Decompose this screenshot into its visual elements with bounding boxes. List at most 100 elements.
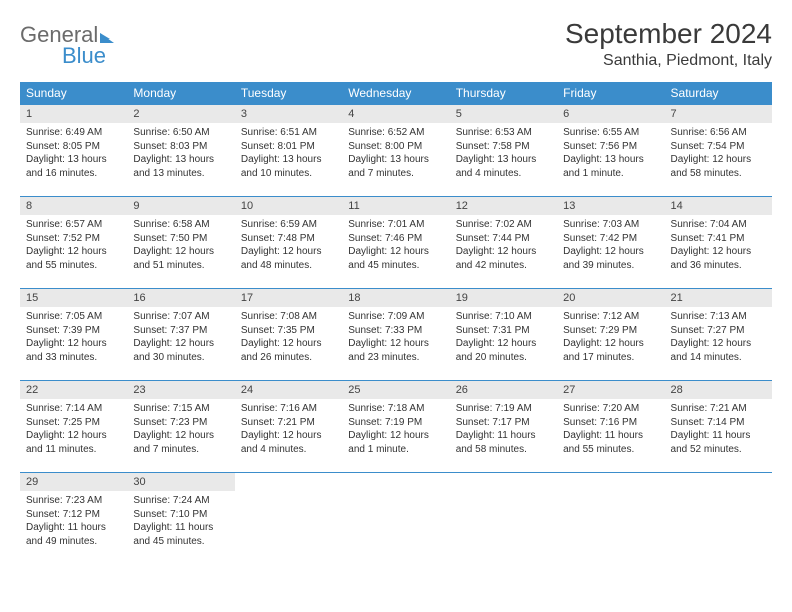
day-cell: 15 Sunrise: 7:05 AM Sunset: 7:39 PM Dayligh… (20, 289, 127, 381)
sunset-line: Sunset: 8:00 PM (348, 141, 422, 152)
daylight-line: Daylight: 11 hours and 58 minutes. (456, 430, 536, 455)
month-title: September 2024 (565, 18, 772, 50)
day-cell: 21Sunrise: 7:13 AMSunset: 7:27 PMDayligh… (665, 289, 772, 381)
sunset-line: Sunset: 7:17 PM (456, 417, 530, 428)
day-number: 15 (20, 289, 127, 307)
day-cell: 5Sunrise: 6:53 AMSunset: 7:58 PMDaylight… (450, 105, 557, 197)
day-content: Sunrise: 6:55 AM Sunset: 7:56 PM Daylight:… (557, 123, 664, 186)
day-content: Sunrise: 7:15 AMSunset: 7:23 PMDaylight:… (127, 399, 234, 462)
day-cell: 6Sunrise: 6:55 AMSunset: 7:56 PMDaylight… (557, 105, 664, 197)
sunset-line: Sunset: 7:54 PM (671, 141, 745, 152)
day-cell: 20Sunrise: 7:12 AMSunset: 7:29 PMDayligh… (557, 289, 664, 381)
day-content: Sunrise: 7:19 AMSunset: 7:17 PMDaylight:… (450, 399, 557, 462)
weekday-header: Monday (127, 82, 234, 105)
daylight-line: Daylight: 13 hours and 16 minutes. (26, 154, 107, 179)
logo: General Blue (20, 18, 114, 67)
daylight-line: Daylight: 12 hours and 1 minute. (348, 430, 429, 455)
sunrise-line: Sunrise: 7:18 AM (348, 403, 424, 414)
day-content: Sunrise: 7:08 AMSunset: 7:35 PMDaylight:… (235, 307, 342, 370)
daylight-line: Daylight: 13 hours and 1 minute. (563, 154, 644, 179)
sunset-line: Sunset: 7:37 PM (133, 325, 207, 336)
sunrise-line: Sunrise: 6:55 AM (563, 127, 639, 138)
sunset-line: Sunset: 7:35 PM (241, 325, 315, 336)
day-content: Sunrise: 6:58 AMSunset: 7:50 PMDaylight:… (127, 215, 234, 278)
sunrise-line: Sunrise: 7:04 AM (671, 219, 747, 230)
sunset-line: Sunset: 7:16 PM (563, 417, 637, 428)
day-cell: 25Sunrise: 7:18 AMSunset: 7:19 PMDayligh… (342, 381, 449, 473)
sunrise-line: Sunrise: 6:49 AM (26, 127, 102, 138)
weekday-header: Thursday (450, 82, 557, 105)
day-number: 27 (557, 381, 664, 399)
day-content: Sunrise: 7:18 AMSunset: 7:19 PMDaylight:… (342, 399, 449, 462)
day-content: Sunrise: 7:16 AMSunset: 7:21 PMDaylight:… (235, 399, 342, 462)
day-cell: 16Sunrise: 7:07 AMSunset: 7:37 PMDayligh… (127, 289, 234, 381)
daylight-line: Daylight: 12 hours and 17 minutes. (563, 338, 644, 363)
daylight-line: Daylight: 12 hours and 48 minutes. (241, 246, 322, 271)
day-content: Sunrise: 7:05 AM Sunset: 7:39 PM Daylight:… (20, 307, 127, 370)
day-content: Sunrise: 6:52 AMSunset: 8:00 PMDaylight:… (342, 123, 449, 186)
day-content: Sunrise: 7:03 AMSunset: 7:42 PMDaylight:… (557, 215, 664, 278)
day-cell: 28Sunrise: 7:21 AMSunset: 7:14 PMDayligh… (665, 381, 772, 473)
daylight-line: Daylight: 13 hours and 10 minutes. (241, 154, 322, 179)
day-content: Sunrise: 6:56 AMSunset: 7:54 PMDaylight:… (665, 123, 772, 186)
day-cell: 11Sunrise: 7:01 AMSunset: 7:46 PMDayligh… (342, 197, 449, 289)
day-cell: 18Sunrise: 7:09 AMSunset: 7:33 PMDayligh… (342, 289, 449, 381)
sunrise-line: Sunrise: 7:09 AM (348, 311, 424, 322)
sunset-line: Sunset: 7:52 PM (26, 233, 100, 244)
day-cell: 4Sunrise: 6:52 AMSunset: 8:00 PMDaylight… (342, 105, 449, 197)
daylight-line: Daylight: 11 hours and 49 minutes. (26, 522, 106, 547)
sunset-line: Sunset: 7:46 PM (348, 233, 422, 244)
day-number: 18 (342, 289, 449, 307)
sunset-line: Sunset: 7:39 PM (26, 325, 100, 336)
sunrise-line: Sunrise: 7:23 AM (26, 495, 102, 506)
sunrise-line: Sunrise: 7:21 AM (671, 403, 747, 414)
day-cell: 26Sunrise: 7:19 AMSunset: 7:17 PMDayligh… (450, 381, 557, 473)
day-cell: 9Sunrise: 6:58 AMSunset: 7:50 PMDaylight… (127, 197, 234, 289)
day-number: 26 (450, 381, 557, 399)
sunset-line: Sunset: 7:31 PM (456, 325, 530, 336)
day-cell: 22Sunrise: 7:14 AMSunset: 7:25 PMDayligh… (20, 381, 127, 473)
day-cell (557, 473, 664, 565)
day-cell: 8Sunrise: 6:57 AMSunset: 7:52 PMDaylight… (20, 197, 127, 289)
day-cell: 10Sunrise: 6:59 AMSunset: 7:48 PMDayligh… (235, 197, 342, 289)
sunrise-line: Sunrise: 7:05 AM (26, 311, 102, 322)
sunset-line: Sunset: 7:44 PM (456, 233, 530, 244)
daylight-line: Daylight: 12 hours and 33 minutes. (26, 338, 107, 363)
daylight-line: Daylight: 12 hours and 45 minutes. (348, 246, 429, 271)
sunset-line: Sunset: 7:42 PM (563, 233, 637, 244)
day-number: 5 (450, 105, 557, 123)
sunset-line: Sunset: 7:48 PM (241, 233, 315, 244)
sunrise-line: Sunrise: 6:50 AM (133, 127, 209, 138)
day-number: 17 (235, 289, 342, 307)
sunrise-line: Sunrise: 7:10 AM (456, 311, 532, 322)
sunset-line: Sunset: 7:56 PM (563, 141, 637, 152)
day-content: Sunrise: 6:53 AMSunset: 7:58 PMDaylight:… (450, 123, 557, 186)
sunrise-line: Sunrise: 7:20 AM (563, 403, 639, 414)
day-content: Sunrise: 6:50 AMSunset: 8:03 PMDaylight:… (127, 123, 234, 186)
sunset-line: Sunset: 8:01 PM (241, 141, 315, 152)
daylight-line: Daylight: 12 hours and 11 minutes. (26, 430, 107, 455)
day-number: 11 (342, 197, 449, 215)
sunset-line: Sunset: 7:58 PM (456, 141, 530, 152)
day-cell (235, 473, 342, 565)
day-content: Sunrise: 7:09 AMSunset: 7:33 PMDaylight:… (342, 307, 449, 370)
day-cell: 7Sunrise: 6:56 AMSunset: 7:54 PMDaylight… (665, 105, 772, 197)
sunset-line: Sunset: 7:12 PM (26, 509, 100, 520)
day-content: Sunrise: 7:14 AMSunset: 7:25 PMDaylight:… (20, 399, 127, 462)
day-number: 23 (127, 381, 234, 399)
day-content: Sunrise: 6:57 AMSunset: 7:52 PMDaylight:… (20, 215, 127, 278)
daylight-line: Daylight: 12 hours and 14 minutes. (671, 338, 752, 363)
sunrise-line: Sunrise: 6:58 AM (133, 219, 209, 230)
day-number: 7 (665, 105, 772, 123)
location: Santhia, Piedmont, Italy (565, 52, 772, 70)
daylight-line: Daylight: 12 hours and 58 minutes. (671, 154, 752, 179)
daylight-line: Daylight: 13 hours and 4 minutes. (456, 154, 537, 179)
day-number: 28 (665, 381, 772, 399)
daylight-line: Daylight: 13 hours and 7 minutes. (348, 154, 429, 179)
day-content: Sunrise: 7:13 AMSunset: 7:27 PMDaylight:… (665, 307, 772, 370)
day-number: 3 (235, 105, 342, 123)
day-number: 24 (235, 381, 342, 399)
sunrise-line: Sunrise: 7:14 AM (26, 403, 102, 414)
sunset-line: Sunset: 7:33 PM (348, 325, 422, 336)
daylight-line: Daylight: 11 hours and 55 minutes. (563, 430, 643, 455)
